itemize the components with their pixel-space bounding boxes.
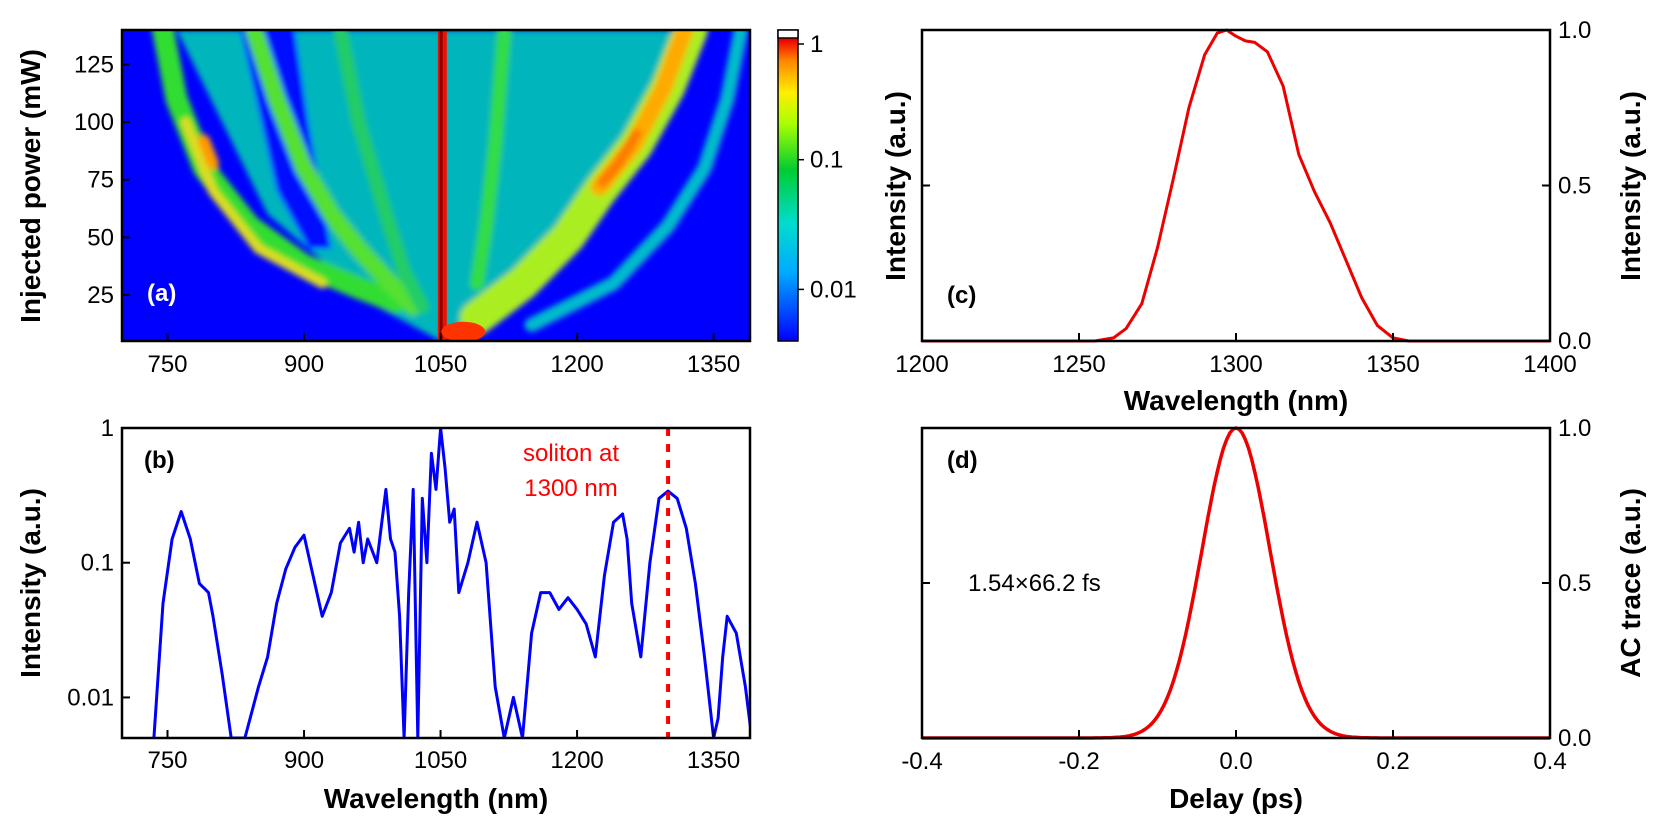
a-xtick-label: 1350 [687, 351, 740, 378]
heatmap-band-soliton-core [597, 128, 642, 187]
c-xtick-label: 1350 [1366, 351, 1419, 378]
colorbar-tick-label: 0.1 [810, 147, 843, 174]
panel-d-axes: -0.4 -0.2 0.0 0.2 0.40.00.51.0 [901, 415, 1591, 775]
b-ytick-label: 0.01 [67, 684, 114, 711]
c-ytick-label: 1.0 [1558, 17, 1591, 44]
panel-b-ylabel: Intensity (a.u.) [15, 488, 46, 678]
panel-b-frame [120, 426, 752, 740]
heatmap [122, 30, 750, 341]
panel-c-frame [920, 28, 1552, 343]
c-xtick-label: 1400 [1523, 351, 1576, 378]
a-xtick-label: 750 [147, 351, 187, 378]
d-xtick-label: -0.4 [901, 748, 942, 775]
heatmap-band-blue-edge [152, 30, 406, 313]
d-xtick-label: -0.2 [1058, 748, 1099, 775]
panel-d-xlabel: Delay (ps) [1169, 783, 1303, 814]
heatmap-band-right1 [470, 30, 512, 291]
c-xtick-label: 1300 [1209, 351, 1262, 378]
a-ytick-label: 75 [87, 167, 114, 194]
colorbar: 1 0.1 0.01 [777, 29, 857, 342]
heatmap-band-red-edge [524, 30, 748, 332]
panel-d-ylabel-right: AC trace (a.u.) [1615, 488, 1646, 678]
panel-c-xlabel: Wavelength (nm) [1124, 385, 1349, 416]
panel-d-tag: (d) [947, 447, 978, 474]
d-ytick-label: 0.5 [1558, 570, 1591, 597]
panel-b: 750 900 1050 1200 1350 1 0.1 0.01 (b) soliton a… [15, 415, 752, 814]
soliton-annotation-line2: 1300 nm [524, 475, 617, 502]
heatmap-hotspot-pump [441, 321, 486, 341]
b-xtick-label: 1200 [550, 747, 603, 774]
heatmap-bands [152, 30, 748, 341]
panel-a-ylabel: Injected power (mW) [15, 49, 46, 323]
b-xtick-label: 750 [147, 747, 187, 774]
panel-c-ylabel-left: Intensity (a.u.) [880, 91, 911, 281]
a-ytick-label: 25 [87, 282, 114, 309]
d-xtick-label: 0.0 [1219, 748, 1252, 775]
panel-b-xlabel: Wavelength (nm) [324, 783, 549, 814]
c-xtick-label: 1250 [1052, 351, 1105, 378]
a-xtick-label: 900 [284, 351, 324, 378]
c-ytick-label: 0.0 [1558, 328, 1591, 355]
b-xtick-label: 900 [284, 747, 324, 774]
colorbar-tick-label: 1 [810, 31, 823, 58]
panel-b-tag: (b) [144, 447, 175, 474]
panel-d-annotation: 1.54×66.2 fs [968, 570, 1101, 597]
colorbar-gradient [777, 29, 799, 342]
soliton-annotation-line1: soliton at [523, 440, 619, 467]
heatmap-band-yellow-left [180, 117, 328, 289]
panel-a: 750 900 1050 1200 1350 25 50 75 100 125 (a) Injec… [15, 28, 752, 378]
b-xtick-label: 1350 [687, 747, 740, 774]
heatmap-hotspot-left [197, 134, 219, 170]
d-ytick-label: 1.0 [1558, 415, 1591, 442]
panel-d: -0.4 -0.2 0.0 0.2 0.40.00.51.0 (d) 1.54×66.2… [901, 415, 1646, 814]
d-ytick-label: 0.0 [1558, 725, 1591, 752]
heatmap-band-inner [245, 30, 423, 316]
b-spectrum-line [152, 428, 750, 738]
b-ytick-label: 0.1 [81, 550, 114, 577]
heatmap-pump-core [439, 30, 443, 341]
colorbar-tick-label: 0.01 [810, 276, 857, 303]
a-ytick-label: 125 [74, 52, 114, 79]
a-xtick-label: 1200 [550, 351, 603, 378]
panel-c-plot [922, 28, 1550, 343]
a-ytick-label: 100 [74, 109, 114, 136]
panel-a-frame [120, 28, 752, 343]
a-ytick-label: 50 [87, 224, 114, 251]
panel-c-tag: (c) [947, 282, 976, 309]
panel-b-axes: 750 900 1050 1200 1350 1 0.1 0.01 [67, 415, 740, 774]
c-xtick-label: 1200 [895, 351, 948, 378]
panel-a-tag: (a) [147, 280, 176, 307]
b-xtick-label: 1050 [414, 747, 467, 774]
colorbar-ticks: 1 0.1 0.01 [798, 31, 857, 303]
c-spectrum-line [922, 28, 1550, 343]
panel-b-plot [152, 428, 750, 738]
heatmap-band-mid [333, 30, 430, 314]
b-ytick-label: 1 [101, 415, 114, 442]
panel-c-ylabel-right: Intensity (a.u.) [1615, 91, 1646, 281]
d-xtick-label: 0.2 [1376, 748, 1409, 775]
d-xtick-label: 0.4 [1533, 748, 1566, 775]
a-xtick-label: 1050 [414, 351, 467, 378]
colorbar-top-cap [777, 29, 799, 39]
panel-a-axes: 750 900 1050 1200 1350 25 50 75 100 125 [74, 52, 740, 378]
c-ytick-label: 0.5 [1558, 173, 1591, 200]
